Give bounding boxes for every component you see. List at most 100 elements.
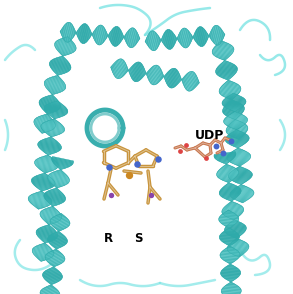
- Polygon shape: [107, 34, 108, 37]
- Polygon shape: [33, 252, 52, 257]
- Polygon shape: [50, 264, 58, 265]
- Polygon shape: [165, 73, 167, 81]
- Polygon shape: [111, 29, 113, 44]
- Point: [109, 193, 113, 197]
- Polygon shape: [229, 172, 252, 175]
- Polygon shape: [52, 60, 70, 65]
- Polygon shape: [220, 253, 240, 254]
- Polygon shape: [36, 117, 55, 123]
- Polygon shape: [205, 30, 207, 43]
- Polygon shape: [220, 28, 222, 42]
- Polygon shape: [34, 254, 50, 259]
- Polygon shape: [113, 62, 115, 74]
- Polygon shape: [45, 80, 66, 86]
- Polygon shape: [55, 171, 65, 173]
- Polygon shape: [42, 275, 62, 278]
- Text: R: R: [103, 231, 113, 245]
- Polygon shape: [82, 24, 84, 44]
- Polygon shape: [216, 67, 237, 72]
- Polygon shape: [81, 24, 83, 43]
- Polygon shape: [86, 26, 88, 42]
- Polygon shape: [49, 137, 53, 138]
- Polygon shape: [34, 193, 48, 196]
- Polygon shape: [50, 65, 70, 71]
- Polygon shape: [189, 71, 193, 91]
- Polygon shape: [196, 29, 198, 44]
- Polygon shape: [218, 168, 236, 171]
- Polygon shape: [227, 227, 231, 228]
- Polygon shape: [144, 71, 146, 75]
- Polygon shape: [190, 33, 192, 42]
- Polygon shape: [128, 29, 131, 47]
- Polygon shape: [50, 120, 58, 121]
- Polygon shape: [52, 59, 70, 64]
- Polygon shape: [219, 159, 233, 162]
- Polygon shape: [232, 131, 241, 132]
- Polygon shape: [79, 27, 80, 39]
- Polygon shape: [50, 222, 70, 225]
- Polygon shape: [44, 196, 65, 201]
- Polygon shape: [238, 185, 245, 186]
- Polygon shape: [148, 34, 150, 48]
- Polygon shape: [55, 58, 68, 62]
- Polygon shape: [225, 225, 246, 229]
- Polygon shape: [217, 173, 238, 177]
- Polygon shape: [223, 165, 230, 167]
- Polygon shape: [42, 109, 54, 113]
- Polygon shape: [148, 69, 150, 79]
- Polygon shape: [221, 251, 239, 253]
- Polygon shape: [229, 122, 243, 126]
- Polygon shape: [220, 252, 239, 253]
- Polygon shape: [210, 31, 212, 41]
- Polygon shape: [224, 228, 246, 231]
- Polygon shape: [166, 71, 168, 83]
- Polygon shape: [167, 29, 169, 49]
- Polygon shape: [180, 78, 181, 81]
- Polygon shape: [235, 198, 250, 201]
- Polygon shape: [219, 190, 241, 194]
- Polygon shape: [175, 71, 178, 87]
- Polygon shape: [185, 28, 187, 48]
- Polygon shape: [46, 254, 65, 258]
- Polygon shape: [235, 181, 247, 183]
- Polygon shape: [180, 32, 181, 45]
- Polygon shape: [109, 33, 110, 39]
- Polygon shape: [226, 124, 245, 126]
- Polygon shape: [220, 41, 223, 42]
- Polygon shape: [220, 215, 237, 216]
- Polygon shape: [158, 36, 159, 45]
- Polygon shape: [41, 227, 55, 230]
- Polygon shape: [45, 287, 57, 289]
- Polygon shape: [36, 230, 58, 236]
- Polygon shape: [28, 198, 52, 203]
- Polygon shape: [120, 31, 122, 43]
- Polygon shape: [31, 194, 50, 198]
- Polygon shape: [87, 26, 89, 41]
- Polygon shape: [57, 51, 70, 54]
- Polygon shape: [46, 112, 65, 116]
- Polygon shape: [200, 27, 203, 46]
- Polygon shape: [33, 247, 54, 252]
- Polygon shape: [43, 97, 59, 102]
- Polygon shape: [228, 97, 235, 99]
- Polygon shape: [221, 272, 241, 273]
- Polygon shape: [77, 30, 78, 36]
- Polygon shape: [215, 25, 218, 45]
- Polygon shape: [51, 93, 55, 94]
- Polygon shape: [150, 32, 152, 50]
- Polygon shape: [43, 173, 46, 174]
- Polygon shape: [116, 27, 119, 46]
- Polygon shape: [68, 22, 70, 42]
- Polygon shape: [40, 215, 61, 220]
- Polygon shape: [40, 131, 45, 133]
- Polygon shape: [219, 238, 239, 239]
- Polygon shape: [222, 258, 239, 259]
- Point: [134, 162, 139, 167]
- Polygon shape: [232, 169, 248, 171]
- Polygon shape: [223, 105, 243, 110]
- Polygon shape: [133, 62, 137, 81]
- Polygon shape: [50, 77, 63, 82]
- Polygon shape: [214, 153, 236, 157]
- Polygon shape: [170, 30, 172, 49]
- Polygon shape: [50, 204, 57, 206]
